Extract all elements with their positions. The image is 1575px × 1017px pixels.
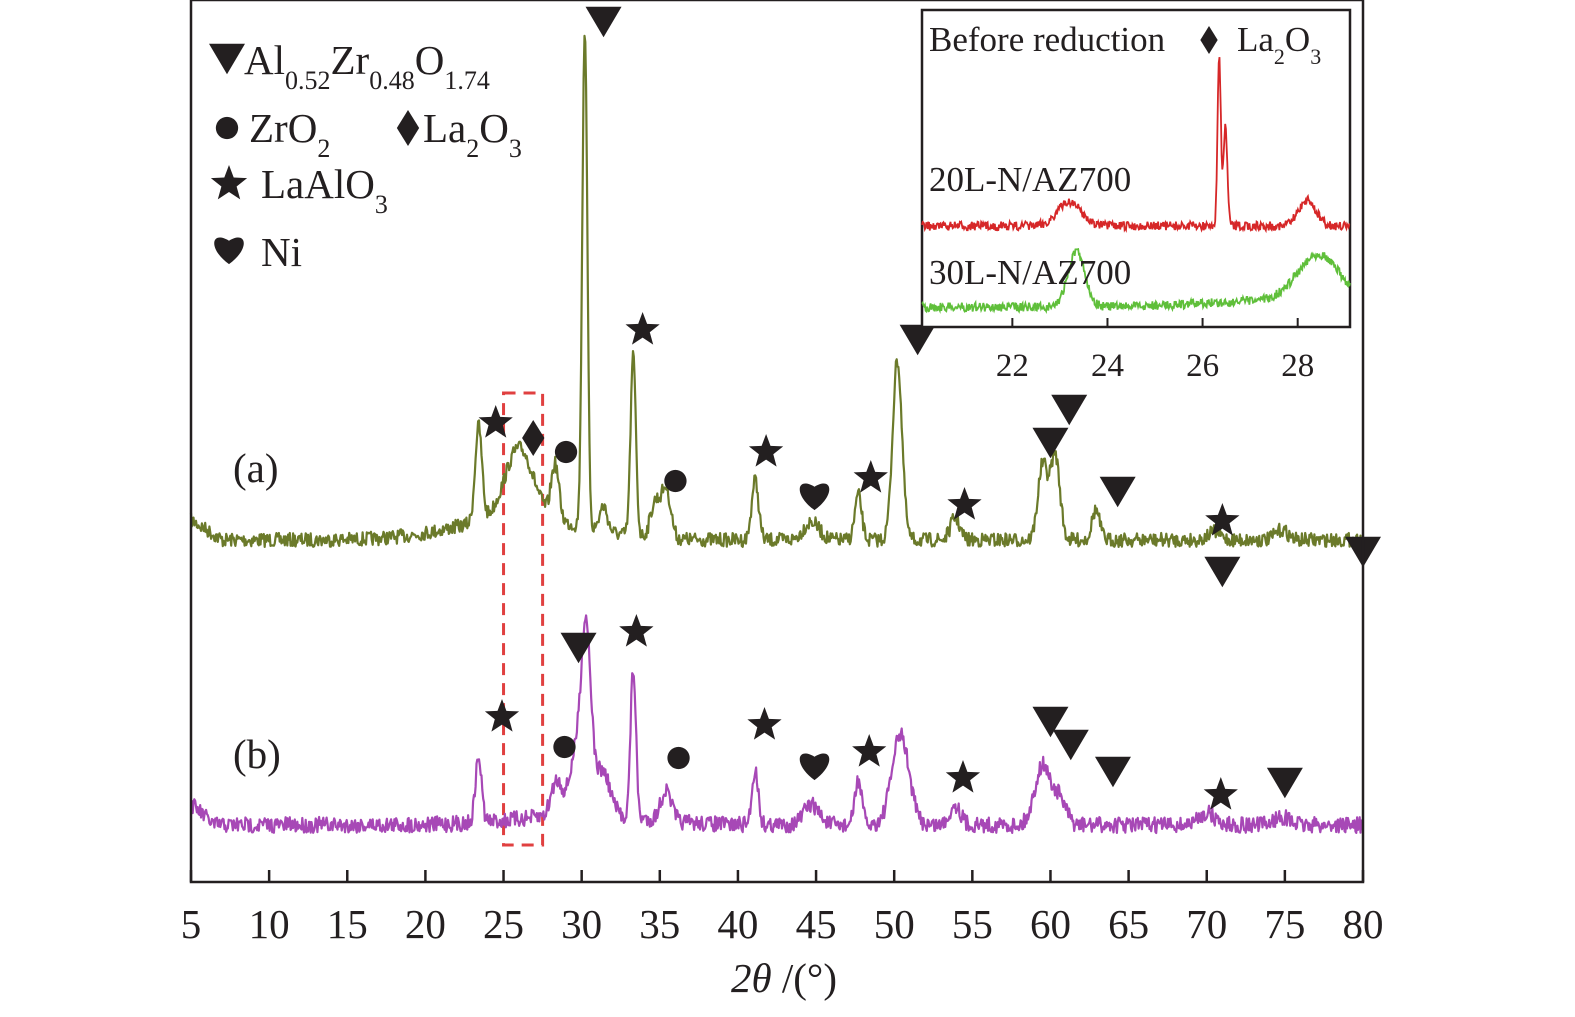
legend-diamond-icon (396, 110, 420, 146)
pattern-label-b: (b) (233, 731, 281, 777)
inset-annotation-la2o3: La2O3 (1237, 20, 1321, 69)
inset-series-label-30L: 30L-N/AZ700 (929, 253, 1131, 292)
x-tick-label: 45 (796, 901, 837, 947)
inset-x-tick-label: 26 (1186, 348, 1219, 384)
star-icon (625, 312, 660, 345)
diamond-icon (522, 420, 545, 456)
star-icon (853, 460, 888, 493)
star-icon (748, 434, 784, 467)
x-tick-label: 60 (1030, 901, 1071, 947)
inset-x-axis-ticks: 22 24 26 28 (996, 318, 1314, 384)
legend-entry-ni: Ni (261, 229, 302, 275)
legend-star-icon (210, 165, 248, 200)
circle-icon (553, 735, 576, 759)
legend-entry-zro2: ZrO2 (249, 105, 330, 163)
legend: Al0.52Zr0.48O1.74 ZrO2 La2O3 LaAlO3 Ni (209, 37, 522, 275)
inset-title: Before reduction (929, 20, 1165, 59)
x-tick-label: 25 (483, 901, 524, 947)
triangle-down-icon (1032, 706, 1069, 738)
x-tick-label: 70 (1186, 901, 1227, 947)
series-line-b (189, 614, 1365, 835)
inset-series-label-20L: 20L-N/AZ700 (929, 160, 1131, 199)
triangle-down-icon (560, 632, 597, 664)
star-icon (1203, 777, 1238, 810)
star-icon (619, 614, 654, 647)
legend-entry-laalo3: LaAlO3 (261, 161, 388, 219)
star-icon (945, 760, 981, 793)
legend-circle-icon (215, 116, 239, 140)
inset-diamond-icon (1200, 26, 1218, 54)
inset-series-line-30L (921, 247, 1351, 315)
triangle-down-icon (1052, 729, 1089, 761)
heart-icon (799, 483, 830, 511)
heart-icon (799, 753, 830, 781)
inset-x-tick-label: 22 (996, 348, 1029, 384)
series-layer (189, 34, 1365, 835)
plot-frame (189, 0, 1365, 884)
x-tick-label: 30 (561, 901, 602, 947)
inset-series-line-20L (921, 56, 1351, 234)
x-axis-title-var: 2θ (731, 955, 772, 1001)
circle-icon (667, 746, 690, 770)
legend-entry-al-zr-o: Al0.52Zr0.48O1.74 (244, 37, 490, 95)
x-axis-ticks: 5 10 15 20 25 30 35 40 45 50 55 60 65 70 75 80 (181, 870, 1384, 947)
pattern-label-a: (a) (233, 445, 279, 491)
star-icon (852, 734, 887, 767)
star-icon (1205, 503, 1240, 536)
triangle-down-icon (1051, 394, 1088, 426)
triangle-down-icon (1032, 427, 1069, 459)
inset-plot: 22 24 26 28 Before reduction La2O3 20L-N/AZ… (920, 8, 1352, 384)
legend-triangle-down-icon (209, 43, 245, 75)
inset-annotation: La2O3 (1200, 20, 1321, 69)
x-axis-title: 2θ /(°) (731, 955, 837, 1001)
x-tick-label: 50 (874, 901, 915, 947)
x-tick-label: 55 (952, 901, 993, 947)
inset-frame (920, 8, 1352, 329)
star-icon (947, 487, 982, 520)
x-tick-label: 40 (717, 901, 758, 947)
legend-entry-la2o3: La2O3 (423, 105, 522, 163)
star-icon (747, 707, 782, 740)
x-tick-label: 5 (181, 901, 202, 947)
x-tick-label: 15 (327, 901, 368, 947)
x-axis-title-unit: /(°) (772, 955, 837, 1001)
x-tick-label: 20 (405, 901, 446, 947)
star-icon (478, 405, 513, 438)
triangle-down-icon (899, 324, 936, 356)
inset-x-tick-label: 24 (1091, 348, 1124, 384)
series-line-a (189, 34, 1364, 548)
x-tick-label: 35 (639, 901, 680, 947)
x-tick-label: 65 (1108, 901, 1149, 947)
legend-heart-icon (214, 237, 244, 265)
circle-icon (664, 469, 687, 493)
triangle-down-icon (585, 6, 622, 38)
triangle-down-icon (1099, 476, 1136, 508)
x-tick-label: 75 (1264, 901, 1305, 947)
highlight-box (502, 391, 545, 847)
x-tick-label: 80 (1343, 901, 1384, 947)
circle-icon (554, 440, 578, 464)
star-icon (484, 699, 520, 732)
x-tick-label: 10 (249, 901, 290, 947)
inset-x-tick-label: 28 (1281, 348, 1314, 384)
triangle-down-icon (1204, 556, 1241, 588)
inset-series-layer (921, 56, 1351, 315)
triangle-down-icon (1266, 767, 1303, 799)
triangle-down-icon (1094, 756, 1131, 788)
